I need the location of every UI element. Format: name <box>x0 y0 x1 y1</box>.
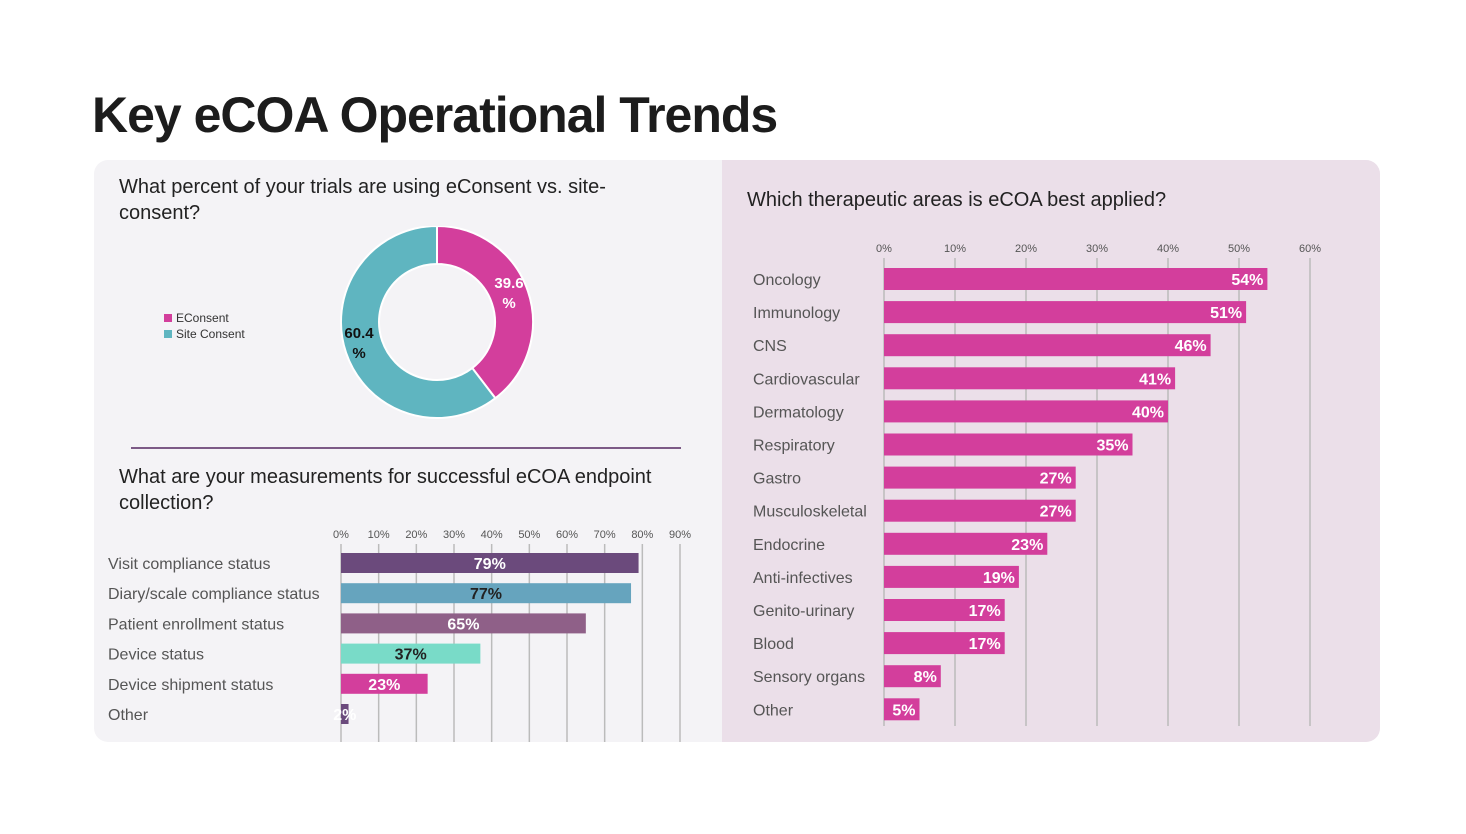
category-label: Blood <box>753 636 794 653</box>
bar-value-label: 46% <box>1175 338 1207 355</box>
category-label: Respiratory <box>753 438 835 455</box>
bar <box>884 565 1019 588</box>
tick-label: 40% <box>481 529 503 541</box>
category-label: Musculoskeletal <box>753 504 867 521</box>
category-label: Other <box>753 702 794 719</box>
bar <box>884 367 1176 390</box>
bar <box>884 499 1076 522</box>
donut-slice <box>340 226 497 419</box>
tick-label: 70% <box>594 529 616 541</box>
donut-label: 60.4% <box>344 325 374 362</box>
bar <box>884 301 1247 324</box>
bar <box>884 433 1133 456</box>
bar-value-label: 51% <box>1210 305 1242 322</box>
bar-value-label: 8% <box>914 669 937 686</box>
therapeutic-question: Which therapeutic areas is eCOA best app… <box>747 189 1167 211</box>
tick-label: 50% <box>518 529 540 541</box>
category-label: Immunology <box>753 305 840 322</box>
legend-swatch <box>164 314 172 322</box>
tick-label: 30% <box>443 529 465 541</box>
bar <box>884 665 941 688</box>
bar <box>884 334 1211 357</box>
bar <box>341 673 428 694</box>
bar-value-label: 23% <box>1011 537 1043 554</box>
category-label: Visit compliance status <box>108 556 270 573</box>
category-label: Other <box>108 707 149 724</box>
bar-value-label: 17% <box>969 603 1001 620</box>
category-label: Oncology <box>753 272 821 289</box>
bar-value-label: 37% <box>395 647 427 664</box>
donut-slice <box>436 226 534 400</box>
tick-label: 40% <box>1157 243 1179 255</box>
bar <box>341 613 586 634</box>
bar-value-label: 17% <box>969 636 1001 653</box>
category-label: Anti-infectives <box>753 570 853 587</box>
endpoint-question: What are your measurements for successfu… <box>119 466 652 514</box>
bar <box>341 583 632 604</box>
tick-label: 60% <box>1299 243 1321 255</box>
therapeutic-panel: Which therapeutic areas is eCOA best app… <box>722 160 1380 742</box>
tick-label: 60% <box>556 529 578 541</box>
tick-label: 0% <box>876 243 892 255</box>
tick-label: 90% <box>669 529 691 541</box>
tick-label: 80% <box>631 529 653 541</box>
legend-econsent: EConsent <box>164 311 229 325</box>
bar-value-label: 23% <box>368 677 400 694</box>
category-label: Device status <box>108 647 204 664</box>
tick-label: 10% <box>944 243 966 255</box>
bar-value-label: 27% <box>1040 471 1072 488</box>
donut-label: 39.6% <box>494 275 523 312</box>
bar <box>884 698 920 721</box>
category-label: Sensory organs <box>753 669 865 686</box>
legend-site-consent: Site Consent <box>164 327 245 341</box>
bar-value-label: 35% <box>1096 438 1128 455</box>
category-label: Patient enrollment status <box>108 616 284 633</box>
tick-label: 50% <box>1228 243 1250 255</box>
tick-label: 0% <box>333 529 349 541</box>
therapeutic-bar-chart: 0% 10% 20% 30% 40% 50% 60% Oncology 54% Immunolog… <box>753 243 1321 726</box>
bar-value-label: 41% <box>1139 371 1171 388</box>
bar <box>341 643 481 664</box>
bar <box>884 632 1005 655</box>
bar-value-label: 79% <box>474 556 506 573</box>
bar <box>884 268 1268 290</box>
category-label: Gastro <box>753 471 801 488</box>
bar-value-label: 40% <box>1132 404 1164 421</box>
category-label: Cardiovascular <box>753 371 860 388</box>
bar-value-label: 2% <box>333 707 356 724</box>
bar-value-label: 27% <box>1040 504 1072 521</box>
bar-value-label: 65% <box>447 616 479 633</box>
bar-value-label: 19% <box>983 570 1015 587</box>
endpoint-bar-chart: 0% 10% 20% 30% 40% 50% 60% 70% 80% 90% Visit compl… <box>108 529 691 742</box>
category-label: CNS <box>753 338 787 355</box>
legend-swatch <box>164 330 172 338</box>
category-label: Diary/scale compliance status <box>108 586 320 603</box>
bar-value-label: 5% <box>892 702 915 719</box>
legend-label: Site Consent <box>176 327 245 341</box>
tick-label: 10% <box>368 529 390 541</box>
bar <box>884 532 1048 555</box>
bar <box>341 553 639 573</box>
tick-label: 20% <box>1015 243 1037 255</box>
bar <box>884 599 1005 621</box>
tick-label: 20% <box>405 529 427 541</box>
divider <box>131 447 681 449</box>
category-label: Genito-urinary <box>753 603 854 620</box>
bar <box>884 400 1168 423</box>
legend-label: EConsent <box>176 311 229 325</box>
trends-card: What percent of your trials are using eC… <box>94 160 1380 742</box>
bar <box>884 466 1076 489</box>
category-label: Endocrine <box>753 537 825 554</box>
page-title: Key eCOA Operational Trends <box>92 87 778 143</box>
bar-value-label: 54% <box>1231 272 1263 289</box>
donut-question: What percent of your trials are using eC… <box>119 176 606 224</box>
category-label: Device shipment status <box>108 677 273 694</box>
tick-label: 30% <box>1086 243 1108 255</box>
category-label: Dermatology <box>753 404 844 421</box>
bar-value-label: 77% <box>470 586 502 603</box>
donut-chart: 39.6 % 60.4% <box>340 226 534 419</box>
bar <box>341 704 349 724</box>
